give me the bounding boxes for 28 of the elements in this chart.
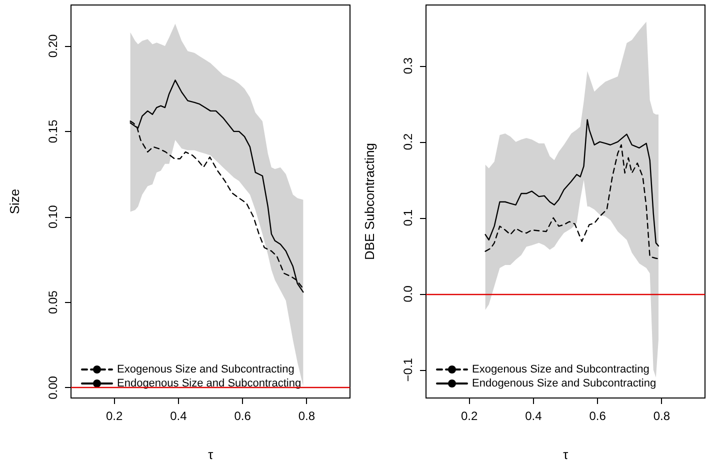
legend-label: Exogenous Size and Subcontracting [472,364,650,376]
x-axis-title: τ [208,447,214,462]
x-tick-label: 0.6 [589,409,606,423]
y-tick-label: 0.1 [401,209,415,226]
x-tick-label: 0.2 [460,409,478,423]
x-tick-label: 0.6 [234,409,252,423]
y-tick-label: 0.15 [46,119,60,144]
legend-label: Exogenous Size and Subcontracting [117,364,294,376]
line-series [484,144,660,260]
y-tick-label: 0.0 [401,285,415,302]
x-tick-label: 0.8 [298,409,316,423]
y-tick-label: 0.3 [401,57,415,74]
y-tick-label: 0.20 [46,34,60,58]
y-tick-label: −0.1 [401,358,415,382]
y-tick-label: 0.10 [46,204,60,229]
y-tick-label: 0.00 [46,376,60,400]
x-tick-label: 0.4 [525,409,542,423]
y-tick-label: 0.2 [401,133,415,150]
y-tick-label: 0.05 [46,290,60,314]
x-tick-label: 0.2 [106,409,123,423]
y-axis-title: DBE Subcontracting [362,142,377,260]
x-tick-label: 0.4 [170,409,188,423]
x-tick-label: 0.8 [653,409,670,423]
y-axis-title: Size [7,188,22,214]
x-axis-title: τ [562,447,569,462]
legend-label: Endogenous Size and Subcontracting [117,378,302,390]
legend-label: Endogenous Size and Subcontracting [472,378,656,390]
line-series [484,119,660,247]
